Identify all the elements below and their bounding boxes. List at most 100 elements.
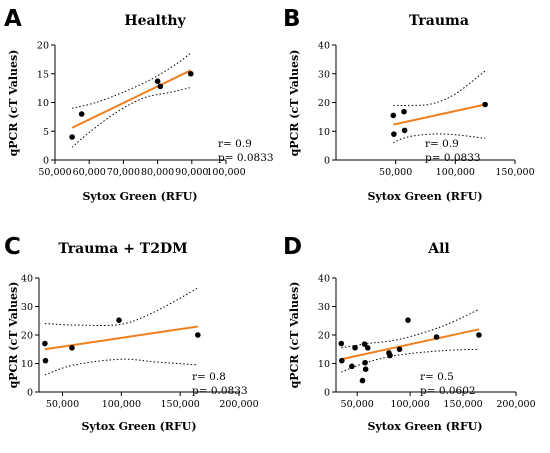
y-tick-label: 30 (21, 302, 33, 313)
y-tick-label: 20 (37, 41, 49, 52)
data-point (433, 334, 440, 340)
y-tick-label: 0 (324, 156, 330, 167)
data-point (154, 78, 161, 85)
data-point (359, 377, 366, 384)
data-point (362, 359, 368, 366)
data-point (396, 346, 403, 353)
data-point (405, 317, 411, 323)
data-point (349, 363, 355, 370)
data-point (387, 352, 393, 359)
p-value: p= 0.0602 (420, 385, 476, 397)
ci-upper-band (393, 70, 486, 106)
data-point (482, 101, 488, 108)
data-point (364, 345, 371, 351)
data-point (42, 340, 48, 347)
data-point (187, 70, 194, 77)
data-point (78, 111, 85, 117)
x-axis-label: Sytox Green (RFU) (82, 190, 197, 203)
y-tick-label: 20 (318, 98, 330, 109)
r-value: r= 0.9 (218, 138, 252, 150)
y-tick-label: 20 (318, 331, 330, 342)
y-axis-label: qPCR (cT Values) (288, 282, 301, 389)
x-axis-label: Sytox Green (RFU) (367, 190, 482, 203)
data-point (362, 366, 369, 373)
p-value: p= 0.0833 (425, 152, 481, 164)
data-point (391, 131, 397, 137)
panel-d: D All 0 10 20 30 40 50,000 100,000 150,000 200,000… (283, 234, 536, 433)
regression-line (393, 103, 486, 126)
x-tick-label: 150,000 (443, 399, 482, 410)
regression-line (71, 69, 192, 129)
y-tick-label: 20 (21, 331, 33, 342)
r-value: r= 0.8 (192, 371, 226, 383)
y-tick-label: 10 (21, 359, 33, 370)
x-tick-label: 90,000 (175, 167, 208, 178)
ci-upper-band (44, 287, 199, 326)
data-point (195, 332, 201, 338)
panel-b: B Trauma 0 10 20 30 40 50,000 100,000 150,000 qPCR… (283, 6, 535, 203)
ci-upper-band (341, 308, 480, 349)
y-tick-label: 30 (318, 69, 330, 80)
x-tick-label: 200,000 (219, 399, 258, 410)
y-tick-label: 10 (318, 127, 330, 138)
data-point (339, 357, 345, 364)
x-tick-label: 50,000 (38, 167, 71, 178)
y-axis-label: qPCR (cT Values) (288, 50, 301, 157)
r-value: r= 0.9 (425, 138, 459, 150)
data-point (157, 83, 164, 90)
data-point (476, 332, 482, 338)
panel-title: Trauma + T2DM (58, 241, 187, 257)
y-tick-label: 40 (21, 274, 33, 285)
panel-c: C Trauma + T2DM 0 10 20 30 40 50,000 100,000 150,… (4, 234, 259, 433)
panel-title: All (427, 241, 450, 257)
x-tick-label: 150,000 (161, 399, 200, 410)
panel-letter: B (283, 6, 301, 32)
x-tick-label: 50,000 (46, 399, 79, 410)
data-point (116, 317, 122, 323)
x-tick-label: 50,000 (341, 399, 374, 410)
x-tick-label: 100,000 (436, 167, 475, 178)
y-tick-label: 40 (318, 274, 330, 285)
y-tick-label: 30 (318, 302, 330, 313)
y-tick-label: 0 (324, 388, 330, 399)
x-tick-label: 100,000 (102, 399, 141, 410)
data-point (390, 112, 397, 119)
panel-a: A Healthy 0 5 10 15 20 50,000 60,000 70,000 80,000… (4, 6, 274, 203)
x-tick-label: 60,000 (73, 167, 106, 178)
data-point (401, 127, 408, 134)
y-tick-label: 5 (43, 127, 49, 138)
data-point (338, 340, 345, 347)
y-tick-label: 0 (27, 388, 33, 399)
x-tick-label: 80,000 (141, 167, 174, 178)
x-axis-label: Sytox Green (RFU) (81, 420, 196, 433)
data-point (401, 108, 407, 115)
panel-title: Trauma (409, 13, 469, 29)
x-tick-label: 200,000 (496, 399, 535, 410)
regression-line (341, 328, 480, 361)
r-value: r= 0.5 (420, 371, 454, 383)
data-point (352, 345, 358, 351)
ci-lower-band (71, 87, 191, 148)
data-point (69, 345, 75, 351)
regression-line (44, 325, 198, 351)
y-tick-label: 10 (318, 359, 330, 370)
y-tick-label: 15 (37, 69, 49, 80)
x-axis-label: Sytox Green (RFU) (367, 420, 482, 433)
x-tick-label: 70,000 (107, 167, 140, 178)
panel-letter: C (4, 234, 21, 260)
y-tick-label: 0 (43, 156, 49, 167)
ci-lower-band (341, 348, 479, 373)
p-value: p= 0.0833 (218, 152, 274, 164)
ci-lower-band (44, 358, 198, 376)
x-tick-label: 50,000 (379, 167, 412, 178)
y-axis-label: qPCR (cT Values) (7, 282, 20, 389)
ci-upper-band (71, 52, 192, 109)
y-axis-label: qPCR (cT Values) (7, 50, 20, 157)
x-tick-label: 100,000 (206, 167, 245, 178)
x-tick-label: 150,000 (495, 167, 534, 178)
panel-letter: A (4, 6, 22, 32)
data-point (42, 357, 49, 364)
y-tick-label: 40 (318, 41, 330, 52)
panel-letter: D (283, 234, 302, 260)
